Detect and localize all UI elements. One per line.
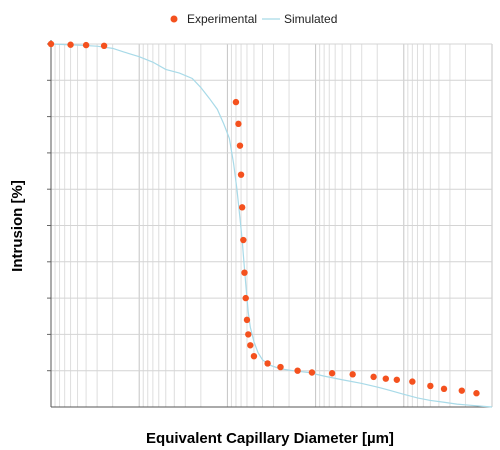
experimental-data-point bbox=[409, 378, 416, 385]
experimental-data-point bbox=[308, 369, 316, 376]
legend-label-simulated: Simulated bbox=[284, 12, 337, 26]
experimental-data-point bbox=[247, 342, 254, 349]
legend: Experimental Simulated bbox=[170, 12, 337, 26]
experimental-data-point bbox=[473, 390, 480, 397]
experimental-data-point bbox=[393, 376, 401, 383]
y-axis-label: Intrusion [%] bbox=[9, 180, 26, 272]
experimental-data-point bbox=[245, 331, 252, 338]
experimental-data-point bbox=[277, 363, 284, 371]
legend-marker-experimental bbox=[170, 15, 178, 23]
experimental-data-point bbox=[328, 370, 336, 377]
simulated-series-line bbox=[50, 43, 493, 408]
experimental-data-point bbox=[67, 41, 74, 48]
experimental-data-point bbox=[382, 375, 389, 382]
experimental-data-point bbox=[370, 373, 377, 381]
experimental-data-point bbox=[241, 269, 248, 276]
plot-area bbox=[47, 40, 493, 408]
experimental-data-point bbox=[238, 204, 246, 211]
experimental-data-point bbox=[242, 294, 249, 302]
experimental-data-point bbox=[243, 316, 251, 324]
experimental-data-point bbox=[264, 360, 271, 367]
experimental-data-point bbox=[240, 236, 247, 244]
experimental-data-point bbox=[458, 387, 465, 394]
experimental-data-point bbox=[47, 40, 55, 48]
experimental-data-point bbox=[100, 42, 108, 50]
experimental-data-point bbox=[250, 352, 258, 360]
experimental-data-point bbox=[232, 98, 240, 106]
x-axis-label: Equivalent Capillary Diameter [µm] bbox=[146, 430, 394, 447]
experimental-data-point bbox=[294, 367, 301, 374]
legend-label-experimental: Experimental bbox=[187, 12, 257, 26]
experimental-data-point bbox=[237, 171, 245, 178]
experimental-data-point bbox=[427, 382, 434, 390]
experimental-data-point bbox=[236, 142, 244, 149]
experimental-data-point bbox=[349, 371, 356, 378]
experimental-data-point bbox=[235, 120, 242, 128]
experimental-data-point bbox=[82, 41, 90, 49]
experimental-data-point bbox=[440, 385, 448, 393]
